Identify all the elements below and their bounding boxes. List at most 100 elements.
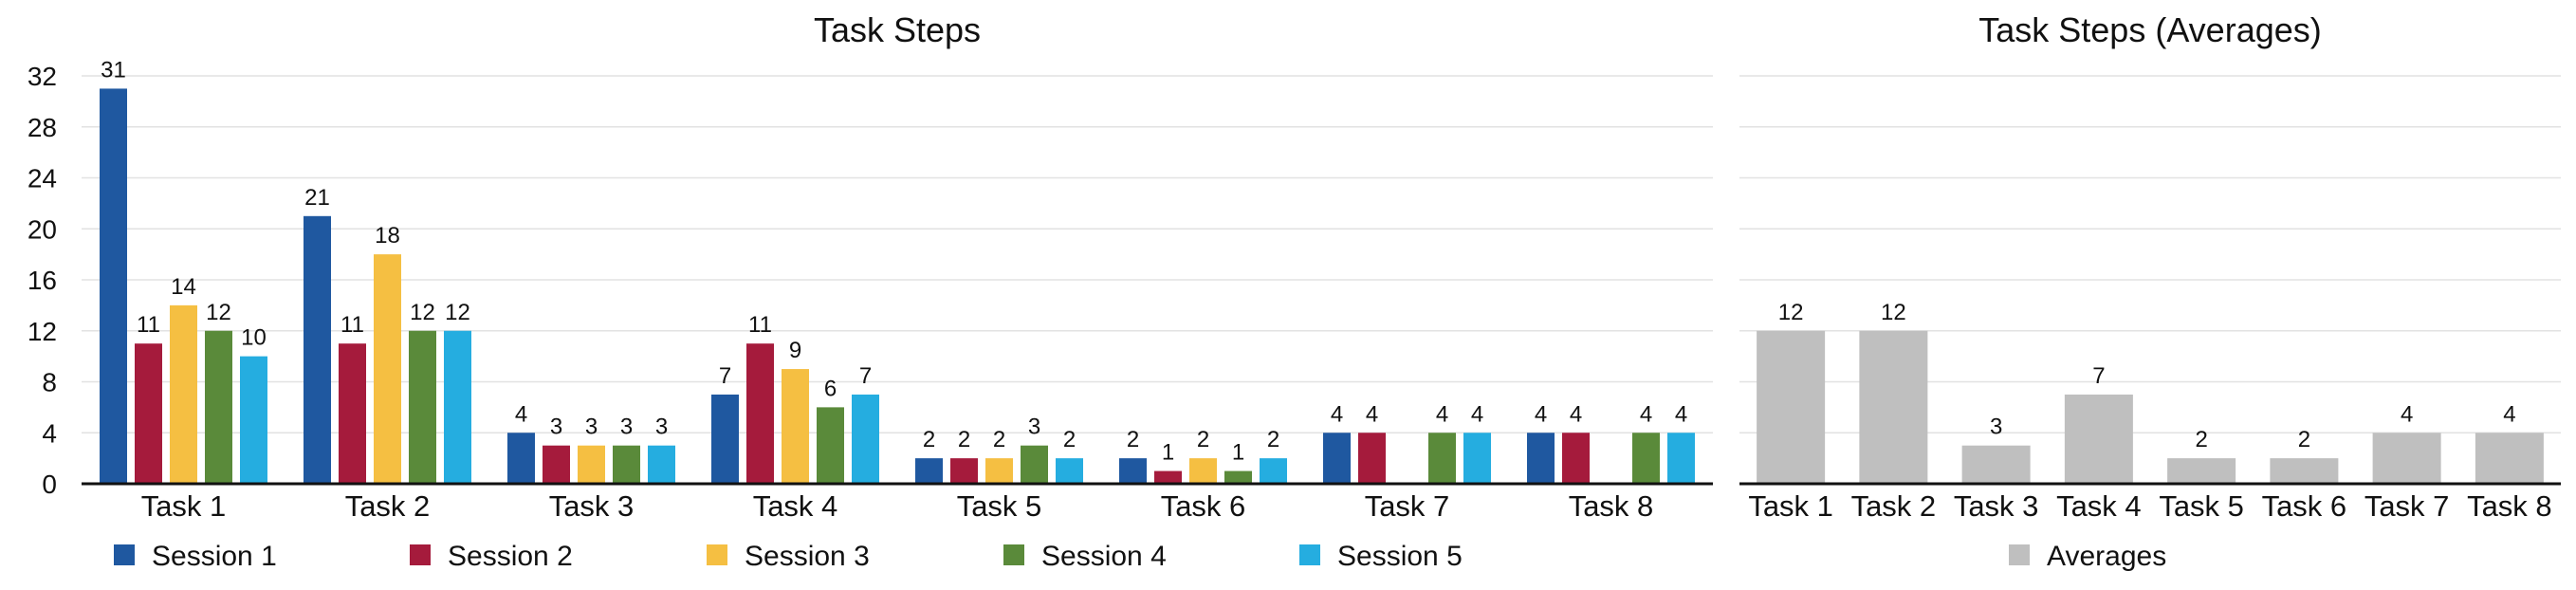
legend-swatch [2009, 544, 2030, 565]
bar-session-4 [409, 330, 436, 484]
data-label: 31 [101, 57, 126, 83]
x-tick-label: Task 2 [345, 489, 431, 523]
data-label: 2 [923, 427, 935, 452]
bar-session-4 [613, 445, 640, 484]
bar-session-3 [170, 304, 197, 484]
data-label: 9 [789, 338, 801, 363]
bar-averages [2475, 433, 2544, 484]
legend-entry: Averages [2047, 541, 2166, 572]
x-tick-label: Task 6 [2262, 489, 2347, 523]
bar-averages [2270, 458, 2339, 484]
data-label: 2 [1063, 427, 1076, 452]
data-label: 21 [304, 185, 330, 211]
data-label: 7 [859, 363, 872, 389]
x-tick-label: Task 8 [1569, 489, 1654, 523]
data-label: 6 [824, 376, 837, 401]
bar-session-5 [1463, 433, 1491, 484]
data-label: 3 [550, 415, 562, 440]
bar-averages [1757, 330, 1826, 484]
bar-session-5 [240, 356, 267, 484]
data-label: 12 [410, 300, 435, 325]
data-label: 4 [1331, 401, 1343, 427]
bar-session-5 [1667, 433, 1695, 484]
y-tick-label: 20 [28, 214, 57, 244]
bar-session-4 [1224, 470, 1252, 484]
data-label: 2 [993, 427, 1005, 452]
x-tick-label: Task 7 [2364, 489, 2450, 523]
x-tick-label: Task 7 [1365, 489, 1450, 523]
legend-swatch [114, 544, 135, 565]
data-label: 10 [241, 325, 267, 351]
data-label: 4 [1366, 401, 1378, 427]
data-label: 11 [340, 312, 364, 338]
bar-session-4 [205, 330, 232, 484]
y-tick-label: 16 [28, 266, 57, 295]
x-tick-label: Task 4 [753, 489, 838, 523]
data-label: 4 [1675, 401, 1687, 427]
x-tick-label: Task 1 [1748, 489, 1833, 523]
legend-entry: Session 3 [745, 541, 870, 572]
bar-session-3 [1189, 458, 1217, 484]
chart-title: Task Steps (Averages) [1978, 10, 2322, 49]
bar-session-1 [1119, 458, 1147, 484]
data-label: 4 [2401, 401, 2413, 427]
y-tick-label: 0 [42, 470, 57, 499]
data-label: 12 [1881, 300, 1906, 325]
bar-session-1 [711, 394, 739, 484]
bar-averages [1961, 445, 2031, 484]
data-label: 7 [2092, 363, 2105, 389]
bar-averages [2372, 433, 2441, 484]
x-tick-label: Task 5 [2159, 489, 2244, 523]
bar-session-1 [100, 88, 127, 484]
y-tick-label: 28 [28, 113, 57, 142]
bar-session-2 [1562, 433, 1590, 484]
bar-averages [2064, 394, 2133, 484]
data-label: 12 [445, 300, 470, 325]
bar-session-4 [817, 407, 844, 484]
bar-session-5 [852, 394, 879, 484]
x-tick-label: Task 8 [2467, 489, 2552, 523]
bar-session-2 [1358, 433, 1386, 484]
y-tick-label: 32 [28, 62, 57, 91]
bar-session-1 [1527, 433, 1555, 484]
data-label: 14 [171, 274, 196, 300]
x-tick-label: Task 2 [1851, 489, 1937, 523]
data-label: 11 [748, 312, 772, 338]
x-tick-label: Task 3 [549, 489, 635, 523]
y-tick-label: 8 [42, 368, 57, 397]
legend-swatch [1299, 544, 1320, 565]
bar-averages [2167, 458, 2236, 484]
bar-session-2 [950, 458, 978, 484]
task-steps-averages-chart: Task Steps (Averages) 12 Task 1 12 Task 2 3 Ta… [1739, 10, 2561, 572]
legend-entry: Session 5 [1337, 541, 1463, 572]
bar-session-3 [985, 458, 1013, 484]
bar-session-5 [648, 445, 675, 484]
bar-session-2 [339, 343, 366, 484]
x-tick-label: Task 4 [2056, 489, 2142, 523]
legend-entry: Session 2 [448, 541, 573, 572]
legend-swatch [707, 544, 727, 565]
data-label: 2 [2195, 427, 2207, 452]
data-label: 4 [2503, 401, 2515, 427]
data-label: 3 [1028, 415, 1040, 440]
legend-entry: Session 1 [152, 541, 277, 572]
data-label: 4 [1436, 401, 1448, 427]
data-label: 4 [515, 401, 527, 427]
data-label: 7 [719, 363, 731, 389]
bar-session-3 [578, 445, 605, 484]
bar-session-4 [1632, 433, 1660, 484]
data-label: 3 [1990, 415, 2002, 440]
x-tick-label: Task 1 [141, 489, 227, 523]
bar-averages [1859, 330, 1928, 484]
bar-session-4 [1428, 433, 1456, 484]
bar-session-3 [374, 254, 401, 484]
y-tick-label: 24 [28, 164, 57, 194]
data-label: 12 [1778, 300, 1804, 325]
chart-title: Task Steps [814, 10, 981, 49]
bar-session-1 [304, 215, 331, 484]
data-label: 2 [1197, 427, 1209, 452]
bar-session-1 [915, 458, 943, 484]
bar-session-5 [1260, 458, 1287, 484]
